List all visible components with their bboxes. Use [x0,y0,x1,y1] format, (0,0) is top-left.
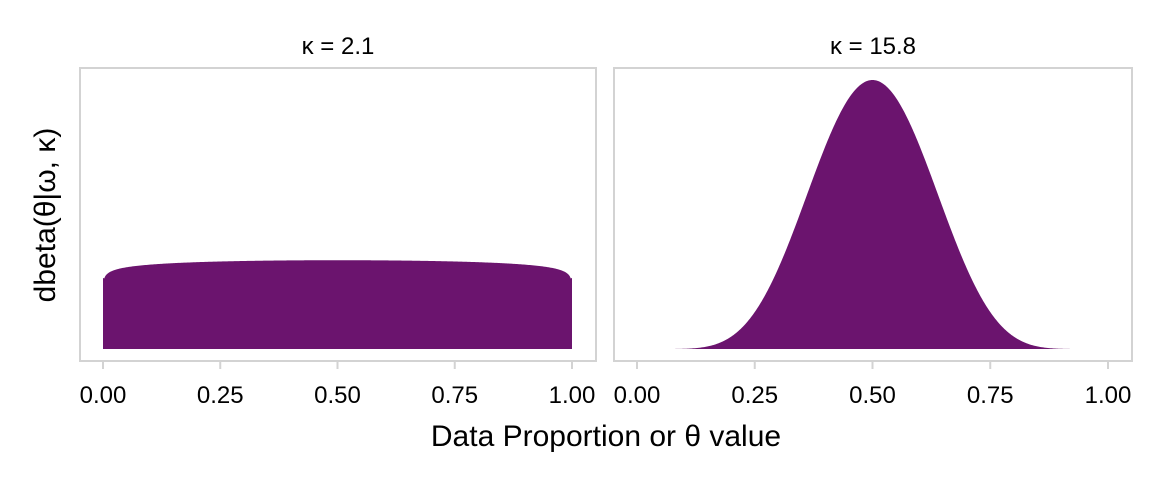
density-area [637,80,1108,349]
density-area [103,260,572,349]
x-tick-label: 0.25 [197,382,244,409]
x-tick-label: 0.50 [849,382,896,409]
x-axis-label: Data Proportion or θ value [431,420,781,453]
y-axis-label: dbeta(θ|ω, κ) [29,128,62,303]
x-tick-label: 0.50 [314,382,361,409]
panel-title: κ = 15.8 [830,33,916,60]
x-tick-label: 1.00 [549,382,596,409]
x-tick-label: 0.00 [80,382,127,409]
panel-title: κ = 2.1 [302,33,375,60]
x-tick-label: 1.00 [1085,382,1132,409]
x-tick-label: 0.75 [967,382,1014,409]
x-tick-label: 0.75 [431,382,478,409]
x-tick-label: 0.25 [731,382,778,409]
x-tick-label: 0.00 [614,382,661,409]
